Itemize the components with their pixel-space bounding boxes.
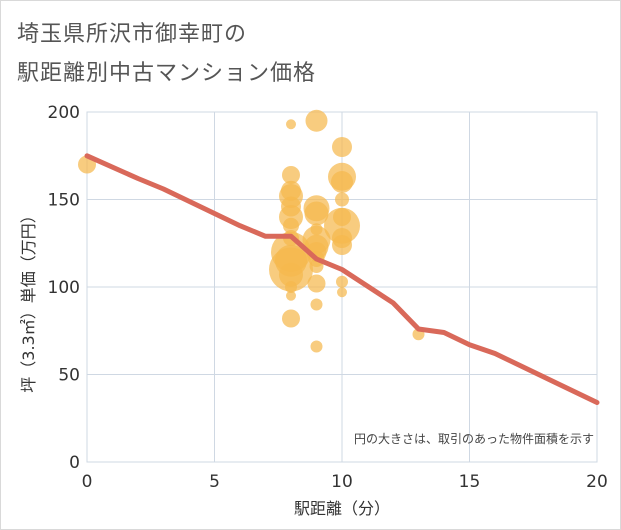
x-tick-label-20: 20 — [586, 472, 608, 492]
x-axis-title: 駅距離（分） — [294, 499, 390, 518]
bubble-point-30 — [285, 281, 297, 293]
bubble-point-36 — [286, 119, 296, 130]
bubble-point-21 — [282, 166, 300, 184]
x-tick-label-15: 15 — [459, 472, 481, 492]
x-tick-label-0: 0 — [82, 472, 93, 492]
bubble-point-19 — [332, 235, 352, 255]
y-tick-label-0: 0 — [69, 453, 80, 473]
bubble-point-34 — [336, 275, 348, 288]
chart-title-line-2: 駅距離別中古マンション価格 — [17, 61, 317, 86]
x-tick-label-10: 10 — [331, 472, 353, 492]
bubble-point-23 — [307, 274, 326, 293]
y-tick-label-200: 200 — [48, 103, 80, 123]
bubble-point-9 — [279, 262, 303, 287]
bubble-point-15 — [281, 196, 301, 217]
bubble-point-31 — [310, 223, 323, 236]
size-annotation: 円の大きさは、取引のあった物件面積を示す — [354, 431, 594, 446]
bubble-point-25 — [283, 217, 299, 234]
bubble-point-14 — [281, 180, 301, 201]
bubble-point-38 — [337, 287, 347, 298]
bubble-point-12 — [305, 109, 328, 132]
bubble-point-32 — [310, 298, 323, 311]
trend-line — [84, 153, 600, 405]
y-tick-label-100: 100 — [48, 278, 80, 298]
trend-line-series — [84, 153, 600, 405]
bubble-point-29 — [335, 192, 349, 207]
y-tick-label-50: 50 — [58, 366, 80, 386]
bubble-series — [78, 109, 425, 353]
bubble-point-13 — [331, 171, 353, 193]
bubble-point-33 — [310, 340, 323, 353]
y-tick-label-150: 150 — [48, 191, 80, 211]
bubble-point-37 — [286, 290, 296, 301]
bubble-point-24 — [333, 208, 351, 226]
chart-title-line-1: 埼玉県所沢市御幸町の — [17, 22, 248, 47]
x-tick-label-5: 5 — [209, 472, 220, 492]
bubble-point-10 — [304, 201, 329, 226]
bubble-point-22 — [282, 309, 300, 328]
y-axis-title: 坪（3.3㎡）単価（万円） — [19, 207, 38, 392]
bubble-point-17 — [332, 137, 352, 157]
